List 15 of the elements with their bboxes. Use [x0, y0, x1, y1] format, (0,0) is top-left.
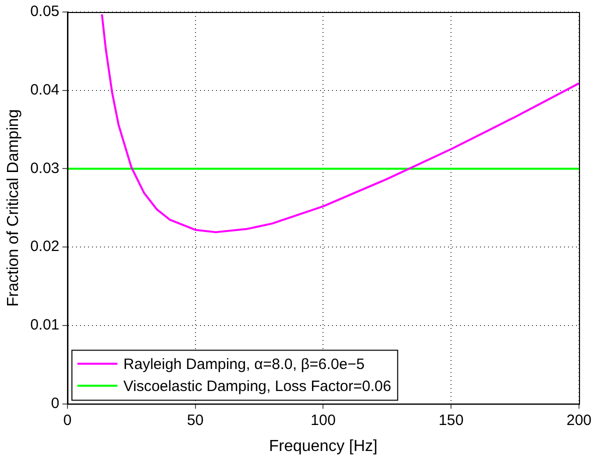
x-tick-label: 100 [310, 412, 336, 429]
y-tick-label: 0.03 [30, 160, 60, 177]
x-tick-label: 200 [566, 412, 592, 429]
y-axis-title: Fraction of Critical Damping [5, 109, 22, 307]
x-tick-label: 50 [186, 412, 204, 429]
x-tick-label: 0 [63, 412, 72, 429]
y-tick-label: 0.05 [30, 3, 60, 20]
y-tick-label: 0 [51, 394, 60, 412]
y-tick-label: 0.01 [30, 316, 60, 334]
y-tick-label: 0.04 [30, 82, 60, 98]
x-axis-title: Frequency [Hz] [268, 438, 378, 455]
y-tick-label: 0.02 [30, 238, 60, 256]
x-tick-label: 150 [438, 412, 464, 429]
legend-label: Viscoelastic Damping, Loss Factor=0.06 [123, 378, 392, 395]
legend-label: Rayleigh Damping, α=8.0, β=6.0e−5 [123, 356, 365, 373]
